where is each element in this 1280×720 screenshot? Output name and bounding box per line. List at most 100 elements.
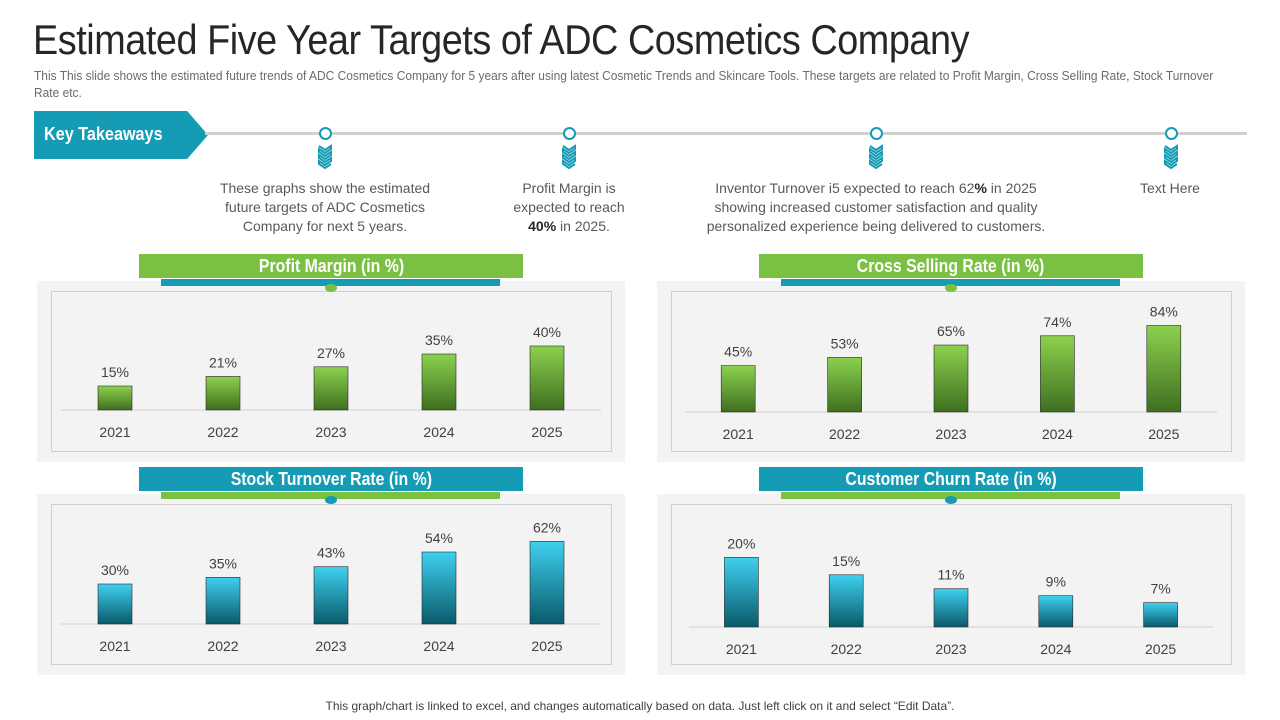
bar-2024: [421, 551, 457, 625]
x-tick-label: 2021: [723, 426, 754, 442]
chart-connector-dot: [945, 284, 957, 292]
data-label: 9%: [1046, 574, 1066, 590]
spring-icon: [562, 144, 576, 170]
chart-title: Customer Churn Rate (in %): [845, 469, 1057, 489]
data-label: 45%: [724, 344, 752, 360]
bar-2021: [97, 385, 133, 411]
data-label: 27%: [317, 345, 345, 361]
spring-icon: [869, 144, 883, 170]
key-takeaways-tag: Key Takeaways: [34, 111, 208, 159]
chart-title: Profit Margin (in %): [258, 256, 404, 276]
takeaway-text-3: Inventor Turnover i5 expected to reach 6…: [706, 180, 1046, 234]
bar-2022: [205, 577, 241, 625]
bar-2021: [720, 365, 756, 413]
bar-2024: [421, 353, 457, 411]
bar-2023: [313, 366, 349, 411]
chart-underline: [161, 279, 500, 286]
timeline-marker-3: [869, 127, 883, 174]
chart-connector-dot: [325, 496, 337, 504]
page-subtitle: This This slide shows the estimated futu…: [34, 68, 1214, 100]
x-tick-label: 2025: [531, 424, 562, 440]
bar-2022: [828, 574, 864, 628]
bar-2024: [1038, 595, 1074, 628]
timeline-dot: [1164, 127, 1178, 140]
data-label: 62%: [533, 519, 561, 535]
x-tick-label: 2024: [1040, 641, 1071, 657]
x-tick-label: 2024: [1042, 426, 1073, 442]
takeaway-text-1: These graphs show the estimated future t…: [219, 180, 431, 234]
data-label: 30%: [101, 562, 129, 578]
data-label: 21%: [209, 354, 237, 370]
x-tick-label: 2022: [207, 638, 238, 654]
x-tick-label: 2021: [726, 641, 757, 657]
bar-2021: [724, 557, 759, 628]
x-tick-label: 2022: [829, 426, 860, 442]
bar-2021: [97, 583, 133, 625]
bar-2022: [827, 357, 862, 413]
data-label: 53%: [831, 335, 859, 351]
page-title: Estimated Five Year Targets of ADC Cosme…: [33, 16, 970, 63]
data-label: 40%: [533, 324, 561, 340]
x-tick-label: 2024: [423, 638, 454, 654]
data-label: 43%: [317, 545, 345, 561]
chart-title-bar: Customer Churn Rate (in %): [759, 467, 1143, 491]
data-label: 35%: [425, 332, 453, 348]
x-tick-label: 2021: [99, 424, 130, 440]
key-takeaways-label: Key Takeaways: [44, 124, 163, 144]
timeline-marker-1: [318, 127, 332, 174]
x-tick-label: 2025: [531, 638, 562, 654]
data-label: 84%: [1150, 303, 1178, 319]
timeline-dot: [869, 127, 883, 140]
x-tick-label: 2023: [315, 638, 346, 654]
chart-connector-dot: [945, 496, 957, 504]
bar-2025: [1143, 602, 1178, 628]
data-label: 15%: [832, 553, 860, 569]
chart-connector-dot: [325, 284, 337, 292]
bar-2025: [1146, 325, 1182, 413]
takeaway-text-2: Profit Margin is expected to reach 40% i…: [513, 180, 625, 234]
data-label: 54%: [425, 530, 453, 546]
chart-title: Stock Turnover Rate (in %): [230, 469, 432, 489]
timeline-marker-2: [562, 127, 576, 174]
x-tick-label: 2023: [315, 424, 346, 440]
x-tick-label: 2023: [935, 426, 966, 442]
x-tick-label: 2022: [207, 424, 238, 440]
bar-2023: [933, 344, 969, 413]
data-label: 11%: [938, 567, 965, 583]
bar-2023: [933, 588, 969, 628]
chart-title: Cross Selling Rate (in %): [857, 256, 1045, 276]
data-label: 20%: [727, 535, 755, 551]
x-tick-label: 2025: [1148, 426, 1179, 442]
data-label: 74%: [1043, 314, 1071, 330]
x-tick-label: 2022: [831, 641, 862, 657]
x-tick-label: 2024: [423, 424, 454, 440]
x-tick-label: 2021: [99, 638, 130, 654]
chart-underline: [781, 279, 1120, 286]
spring-icon: [318, 144, 332, 170]
bar-2025: [529, 541, 565, 625]
bar-2025: [529, 345, 565, 411]
chart-title-bar: Profit Margin (in %): [139, 254, 523, 278]
data-label: 15%: [101, 364, 129, 380]
data-label: 65%: [937, 323, 965, 339]
data-label: 35%: [209, 555, 237, 571]
spring-icon: [1164, 144, 1178, 170]
timeline-dot: [318, 127, 332, 140]
bar-2022: [205, 376, 241, 411]
chart-underline: [161, 492, 500, 499]
x-tick-label: 2023: [935, 641, 966, 657]
takeaway-text-4: Text Here: [1140, 180, 1200, 196]
timeline-dot: [562, 127, 576, 140]
chart-underline: [781, 492, 1120, 499]
footer-note: This graph/chart is linked to excel, and…: [325, 699, 955, 713]
bar-2024: [1040, 335, 1075, 413]
data-label: 7%: [1150, 581, 1170, 597]
bar-2023: [313, 566, 349, 625]
chart-title-bar: Cross Selling Rate (in %): [759, 254, 1143, 278]
chart-plot-area: [671, 504, 1232, 665]
timeline-marker-4: [1164, 127, 1178, 174]
